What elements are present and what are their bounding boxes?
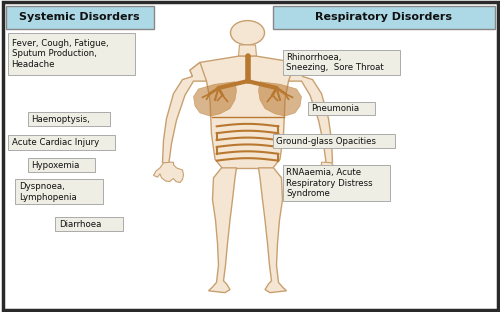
Text: Diarrhoea: Diarrhoea	[59, 220, 102, 228]
Text: Haemoptysis,: Haemoptysis,	[32, 115, 90, 124]
Ellipse shape	[230, 21, 264, 45]
Polygon shape	[238, 45, 256, 56]
FancyBboxPatch shape	[272, 6, 495, 29]
FancyBboxPatch shape	[6, 6, 154, 29]
Polygon shape	[208, 168, 236, 293]
FancyBboxPatch shape	[15, 179, 102, 204]
Text: Fever, Cough, Fatigue,
Sputum Production,
Headache: Fever, Cough, Fatigue, Sputum Production…	[12, 39, 108, 69]
FancyBboxPatch shape	[8, 135, 115, 150]
Polygon shape	[190, 56, 305, 168]
Text: Rhinorrhoea,
Sneezing,  Sore Throat: Rhinorrhoea, Sneezing, Sore Throat	[286, 53, 384, 72]
FancyBboxPatch shape	[272, 134, 395, 148]
Polygon shape	[312, 162, 342, 183]
Text: Dyspnoea,
Lymphopenia: Dyspnoea, Lymphopenia	[19, 182, 77, 202]
FancyBboxPatch shape	[8, 33, 135, 75]
FancyBboxPatch shape	[308, 102, 375, 115]
FancyBboxPatch shape	[28, 112, 110, 126]
FancyBboxPatch shape	[282, 50, 400, 75]
FancyBboxPatch shape	[28, 158, 95, 172]
Polygon shape	[194, 82, 236, 116]
Text: RNAaemia, Acute
Respiratory Distress
Syndrome: RNAaemia, Acute Respiratory Distress Syn…	[286, 168, 373, 198]
Text: Respiratory Disorders: Respiratory Disorders	[316, 12, 452, 22]
Text: Hypoxemia: Hypoxemia	[32, 161, 80, 170]
FancyBboxPatch shape	[2, 2, 498, 310]
Text: Ground-glass Opacities: Ground-glass Opacities	[276, 137, 376, 146]
FancyBboxPatch shape	[55, 217, 122, 231]
Polygon shape	[154, 162, 184, 183]
Text: Acute Cardiac Injury: Acute Cardiac Injury	[12, 138, 99, 147]
Text: Pneumonia: Pneumonia	[312, 104, 360, 113]
Polygon shape	[288, 62, 333, 166]
Polygon shape	[258, 82, 302, 116]
Polygon shape	[258, 168, 286, 293]
Polygon shape	[162, 62, 206, 166]
FancyBboxPatch shape	[282, 165, 390, 201]
Text: Systemic Disorders: Systemic Disorders	[20, 12, 140, 22]
